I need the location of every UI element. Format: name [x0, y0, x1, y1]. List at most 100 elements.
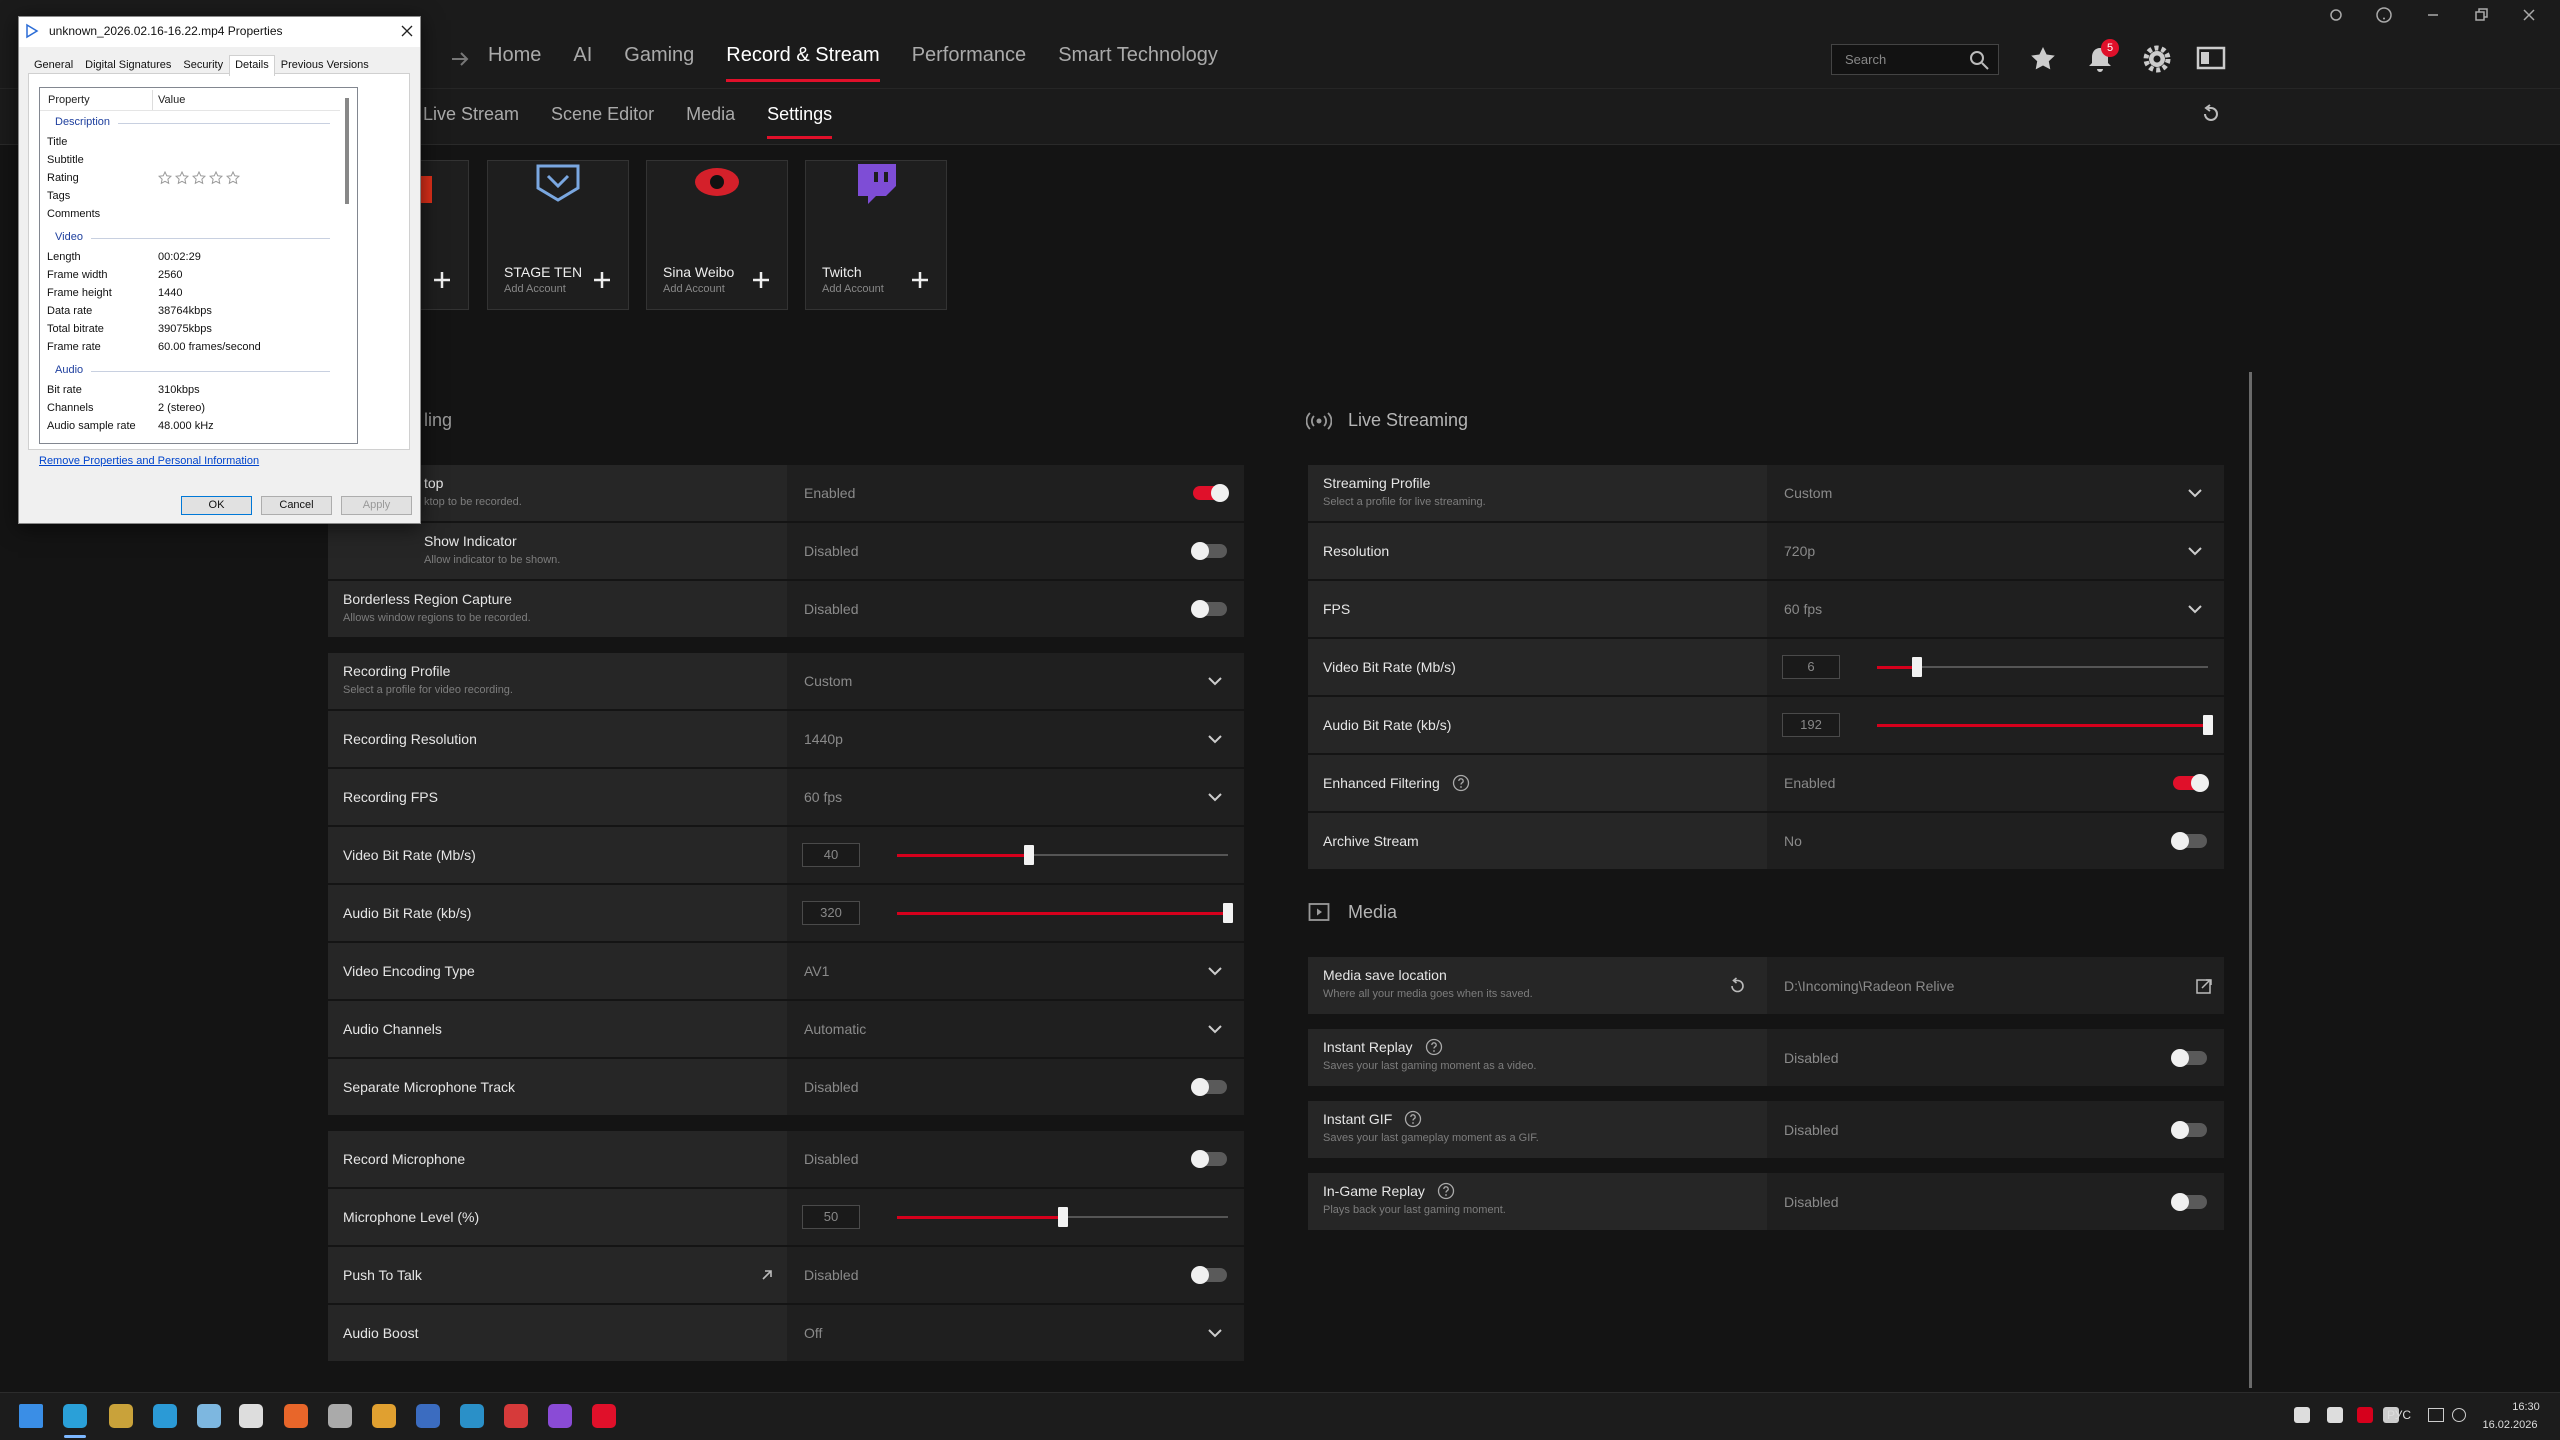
value-box[interactable]: 6 — [1782, 655, 1840, 679]
taskbar-app[interactable] — [416, 1404, 440, 1428]
tray-icon[interactable] — [2452, 1408, 2466, 1422]
window-close[interactable] — [2520, 6, 2538, 24]
tray-language[interactable]: РУС — [2387, 1408, 2412, 1422]
tray-icon[interactable] — [2383, 1407, 2399, 1423]
taskbar-app[interactable] — [372, 1404, 396, 1428]
setting-label-cell — [328, 1189, 787, 1245]
dropdown-chevron[interactable] — [1207, 1325, 1223, 1341]
taskbar-app[interactable] — [328, 1404, 352, 1428]
layout-icon-part — [2201, 52, 2209, 64]
setting-description: Allows window regions to be recorded. — [343, 612, 531, 624]
tray-icon[interactable] — [2428, 1408, 2444, 1422]
tray-icon[interactable] — [2327, 1407, 2343, 1423]
nav-tab[interactable]: Gaming — [624, 44, 695, 66]
sub-tab[interactable]: Media — [686, 104, 736, 124]
add-account[interactable] — [751, 270, 771, 290]
help-icon[interactable] — [1452, 774, 1470, 792]
taskbar-app[interactable] — [548, 1404, 572, 1428]
taskbar-app[interactable] — [109, 1404, 133, 1428]
taskbar-app[interactable] — [19, 1404, 43, 1428]
sub-tab[interactable]: Settings — [767, 104, 833, 139]
nav-tab[interactable]: Home — [488, 44, 542, 66]
nav-tab[interactable]: AI — [573, 44, 593, 66]
nav-forward[interactable] — [448, 47, 472, 71]
sub-tab[interactable]: Scene Editor — [551, 104, 655, 124]
dialog-button[interactable]: Cancel — [261, 496, 332, 515]
taskbar-app[interactable] — [153, 1404, 177, 1428]
clock-time[interactable]: 16:30 — [2512, 1401, 2540, 1413]
setting-description: Saves your last gameplay moment as a GIF… — [1323, 1132, 1539, 1144]
property-name: Audio sample rate — [47, 420, 136, 432]
taskbar-app[interactable] — [197, 1404, 221, 1428]
taskbar-app[interactable] — [239, 1404, 263, 1428]
setting-description: Allow indicator to be shown. — [424, 554, 561, 566]
dialog-close[interactable] — [400, 24, 414, 38]
dialog-tab[interactable]: Digital Signatures — [85, 59, 172, 71]
nav-tab[interactable]: Record & Stream — [726, 44, 880, 82]
slider-thumb[interactable] — [1911, 657, 1922, 677]
clock-date[interactable]: 16.02.2026 — [2482, 1419, 2538, 1431]
setting-value: 1440p — [804, 731, 843, 747]
slider-thumb[interactable] — [2203, 715, 2213, 735]
taskbar-app[interactable] — [460, 1404, 484, 1428]
favorites-icon[interactable] — [2028, 44, 2058, 74]
dropdown-chevron[interactable] — [1207, 789, 1223, 805]
value-box[interactable]: 192 — [1782, 713, 1840, 737]
dialog-tab[interactable]: General — [34, 59, 74, 71]
platform-logo — [695, 168, 739, 196]
dropdown-chevron[interactable] — [1207, 673, 1223, 689]
slider-thumb[interactable] — [1024, 845, 1035, 865]
help-icon[interactable] — [1437, 1182, 1455, 1200]
dropdown-chevron-part — [1208, 1329, 1222, 1338]
taskbar-app[interactable] — [504, 1404, 528, 1428]
taskbar-app[interactable] — [592, 1404, 616, 1428]
add-account-part — [434, 272, 450, 288]
setting-value: 60 fps — [804, 789, 843, 805]
dropdown-chevron[interactable] — [2187, 601, 2203, 617]
add-account[interactable] — [592, 270, 612, 290]
help-icon[interactable] — [1404, 1110, 1422, 1128]
dialog-link[interactable]: Remove Properties and Personal Informati… — [39, 455, 260, 467]
dialog-tab[interactable]: Previous Versions — [280, 59, 369, 71]
dialog-tab[interactable]: Security — [183, 59, 224, 71]
toggle-knob — [2171, 1192, 2189, 1211]
reset-location[interactable] — [1727, 976, 1747, 996]
add-account[interactable] — [910, 270, 930, 290]
setting-value: Disabled — [804, 1151, 859, 1167]
settings-icon[interactable] — [2141, 43, 2173, 75]
dialog-tab[interactable]: Details — [229, 55, 275, 76]
nav-tab[interactable]: Performance — [911, 44, 1027, 66]
live-streaming-icon — [1306, 412, 1332, 430]
sub-tab[interactable]: Live Stream — [423, 104, 520, 124]
tray-icon[interactable] — [2294, 1407, 2310, 1423]
dropdown-chevron[interactable] — [1207, 731, 1223, 747]
browse-folder[interactable] — [2194, 976, 2214, 996]
taskbar-app[interactable] — [63, 1404, 87, 1428]
taskbar-app[interactable] — [284, 1404, 308, 1428]
slider-thumb[interactable] — [1223, 903, 1233, 923]
value-box[interactable]: 320 — [802, 901, 860, 925]
window-restore[interactable] — [2472, 6, 2490, 24]
reset-settings[interactable] — [2200, 103, 2222, 125]
window-help[interactable] — [2375, 6, 2393, 24]
dialog-button[interactable]: Apply — [341, 496, 412, 515]
help-icon[interactable] — [1425, 1038, 1443, 1056]
nav-tab[interactable]: Smart Technology — [1058, 44, 1218, 66]
window-debug[interactable] — [2327, 6, 2345, 24]
open-link[interactable] — [759, 1267, 775, 1283]
dropdown-chevron[interactable] — [1207, 963, 1223, 979]
slider-thumb[interactable] — [1057, 1207, 1068, 1227]
section-header: Audio — [55, 364, 84, 376]
layout-icon[interactable] — [2196, 45, 2226, 71]
value-box[interactable]: 50 — [802, 1205, 860, 1229]
window-minimize[interactable] — [2424, 6, 2442, 24]
property-name: Bit rate — [47, 384, 82, 396]
platform-card[interactable] — [487, 160, 629, 310]
dropdown-chevron[interactable] — [1207, 1021, 1223, 1037]
value-box[interactable]: 40 — [802, 843, 860, 867]
dropdown-chevron[interactable] — [2187, 485, 2203, 501]
dialog-button[interactable]: OK — [181, 496, 252, 515]
dropdown-chevron[interactable] — [2187, 543, 2203, 559]
section-title: ling — [424, 410, 453, 430]
tray-icon[interactable] — [2357, 1407, 2373, 1423]
